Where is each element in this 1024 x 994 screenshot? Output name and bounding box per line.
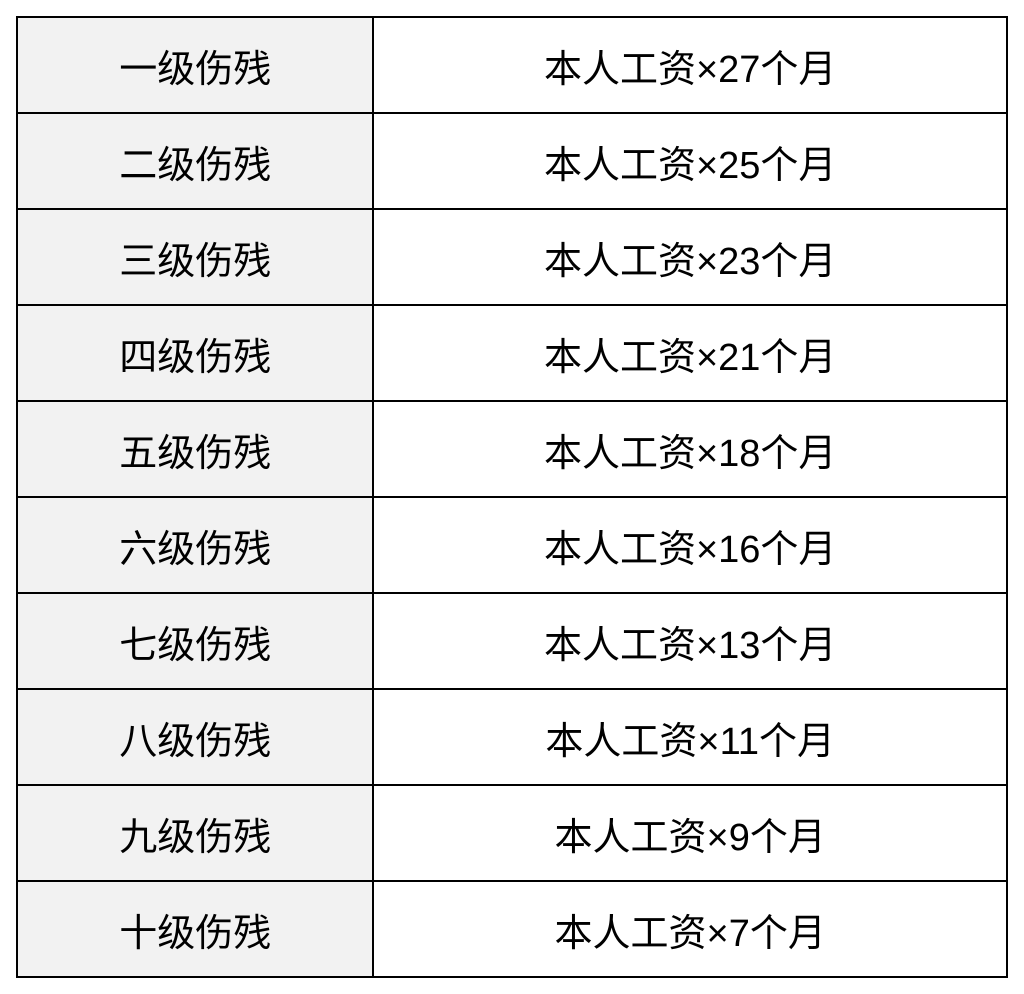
table-row: 五级伤残 本人工资×18个月 [17, 401, 1007, 497]
compensation-value-cell: 本人工资×7个月 [373, 881, 1007, 977]
table-row: 二级伤残 本人工资×25个月 [17, 113, 1007, 209]
disability-level-cell: 二级伤残 [17, 113, 373, 209]
table-row: 四级伤残 本人工资×21个月 [17, 305, 1007, 401]
table-row: 三级伤残 本人工资×23个月 [17, 209, 1007, 305]
compensation-table-wrapper: 一级伤残 本人工资×27个月 二级伤残 本人工资×25个月 三级伤残 本人工资×… [16, 16, 1008, 978]
disability-level-cell: 七级伤残 [17, 593, 373, 689]
compensation-value-cell: 本人工资×16个月 [373, 497, 1007, 593]
disability-level-cell: 六级伤残 [17, 497, 373, 593]
table-row: 六级伤残 本人工资×16个月 [17, 497, 1007, 593]
disability-level-cell: 四级伤残 [17, 305, 373, 401]
table-row: 十级伤残 本人工资×7个月 [17, 881, 1007, 977]
disability-level-cell: 五级伤残 [17, 401, 373, 497]
table-row: 九级伤残 本人工资×9个月 [17, 785, 1007, 881]
compensation-value-cell: 本人工资×9个月 [373, 785, 1007, 881]
compensation-value-cell: 本人工资×25个月 [373, 113, 1007, 209]
compensation-value-cell: 本人工资×11个月 [373, 689, 1007, 785]
compensation-value-cell: 本人工资×13个月 [373, 593, 1007, 689]
table-row: 八级伤残 本人工资×11个月 [17, 689, 1007, 785]
disability-level-cell: 十级伤残 [17, 881, 373, 977]
disability-level-cell: 九级伤残 [17, 785, 373, 881]
disability-level-cell: 八级伤残 [17, 689, 373, 785]
disability-level-cell: 三级伤残 [17, 209, 373, 305]
table-row: 一级伤残 本人工资×27个月 [17, 17, 1007, 113]
table-row: 七级伤残 本人工资×13个月 [17, 593, 1007, 689]
compensation-value-cell: 本人工资×23个月 [373, 209, 1007, 305]
compensation-value-cell: 本人工资×21个月 [373, 305, 1007, 401]
disability-level-cell: 一级伤残 [17, 17, 373, 113]
compensation-value-cell: 本人工资×18个月 [373, 401, 1007, 497]
compensation-table: 一级伤残 本人工资×27个月 二级伤残 本人工资×25个月 三级伤残 本人工资×… [16, 16, 1008, 978]
compensation-value-cell: 本人工资×27个月 [373, 17, 1007, 113]
